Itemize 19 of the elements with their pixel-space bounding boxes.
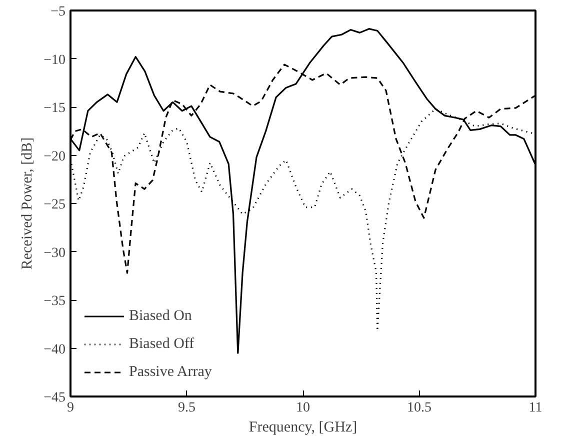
y-tick-label: −35 xyxy=(44,294,66,309)
x-tick-label: 9.5 xyxy=(178,400,196,416)
x-tick-label: 10 xyxy=(296,400,310,416)
legend-label: Biased Off xyxy=(129,336,194,352)
legend-label: Biased On xyxy=(129,308,192,324)
x-tick-label: 9 xyxy=(67,400,74,416)
y-tick-label: −40 xyxy=(44,342,66,358)
y-tick-label: −25 xyxy=(44,198,66,212)
x-tick-label: 10.5 xyxy=(407,400,432,416)
x-tick-label: 11 xyxy=(528,400,542,416)
x-axis-title: Frequency, [GHz] xyxy=(248,420,358,436)
y-tick-label: −30 xyxy=(44,246,66,261)
y-tick-label: −15 xyxy=(44,101,66,116)
y-tick-label: −5 xyxy=(50,4,66,20)
y-tick-label: −10 xyxy=(44,52,66,68)
y-tick-label: −45 xyxy=(44,390,66,406)
y-tick-label: −20 xyxy=(44,149,66,164)
legend-label: Passive Array xyxy=(129,364,212,380)
y-axis-title: Received Power, [dB] xyxy=(20,137,36,270)
